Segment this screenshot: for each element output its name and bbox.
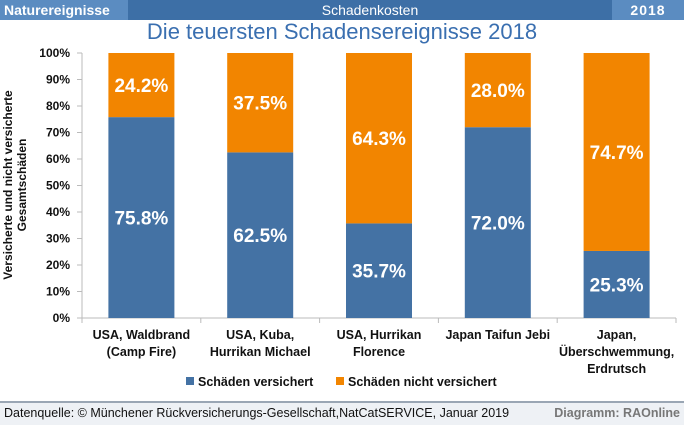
credit-text: Diagramm: RAOnline (554, 406, 680, 420)
data-label: 24.2% (114, 76, 168, 97)
x-tick-label: USA, Waldbrand (Camp Fire) (93, 328, 190, 359)
y-tick-label: 10% (46, 285, 70, 299)
bar-insured (346, 223, 412, 318)
x-tick-label: Japan Taifun Jebi (445, 328, 550, 342)
source-text: Datenquelle: © Münchener Rückversicherun… (4, 406, 510, 420)
y-tick-label: 80% (46, 99, 70, 113)
chart-title: Die teuersten Schadensereignisse 2018 (146, 19, 538, 44)
bar-insured (227, 152, 294, 318)
y-tick-label: 30% (46, 232, 70, 246)
header-right: 2018 (612, 0, 684, 20)
data-label: 28.0% (471, 81, 525, 102)
x-tick-label: USA, Hurrikan Florence (337, 328, 422, 359)
data-label: 74.7% (590, 143, 644, 164)
bar-uninsured (346, 53, 412, 224)
y-tick-label: 50% (46, 179, 70, 193)
y-tick-label: 20% (46, 258, 70, 272)
x-tick-label: USA, Kuba, Hurrikan Michael (210, 328, 311, 359)
header-bar: Naturereignisse Schadenkosten 2018 (0, 0, 684, 20)
legend-swatch (186, 377, 194, 385)
chart: 0% 10% 20% 30% 40% 50% 60% 70% 80% 90% 100% Versich… (1, 46, 677, 389)
bar-uninsured (108, 53, 175, 118)
footer: Datenquelle: © Münchener Rückversicherun… (0, 401, 684, 425)
data-label: 62.5% (233, 226, 287, 247)
x-tick-label: Japan, Überschwemmung, Erdrutsch (559, 328, 674, 376)
data-label: 37.5% (233, 94, 287, 115)
bar-uninsured (583, 53, 650, 251)
bar-insured (583, 250, 650, 318)
y-tick-label: 90% (46, 73, 70, 87)
y-tick-label: 40% (46, 205, 70, 219)
y-tick-label: 70% (46, 126, 70, 140)
data-label: 72.0% (471, 214, 525, 235)
data-label: 35.7% (352, 262, 406, 283)
header-center: Schadenkosten (321, 2, 419, 18)
bar-uninsured (464, 53, 531, 128)
data-label: 64.3% (352, 129, 406, 150)
legend-label: Schäden nicht versichert (348, 375, 498, 389)
y-tick-label: 100% (39, 46, 70, 60)
header-left: Naturereignisse (0, 0, 128, 20)
legend-swatch (336, 377, 344, 385)
y-tick-label: 60% (46, 152, 70, 166)
y-tick-label: 0% (53, 311, 71, 325)
legend-label: Schäden versichert (198, 375, 314, 389)
data-label: 75.8% (114, 209, 168, 230)
bar-insured (108, 117, 175, 318)
y-axis-label: Versicherte und nicht versicherteGesamts… (1, 90, 29, 280)
bar-uninsured (227, 53, 294, 153)
data-label: 25.3% (590, 275, 644, 296)
bar-insured (464, 127, 531, 318)
